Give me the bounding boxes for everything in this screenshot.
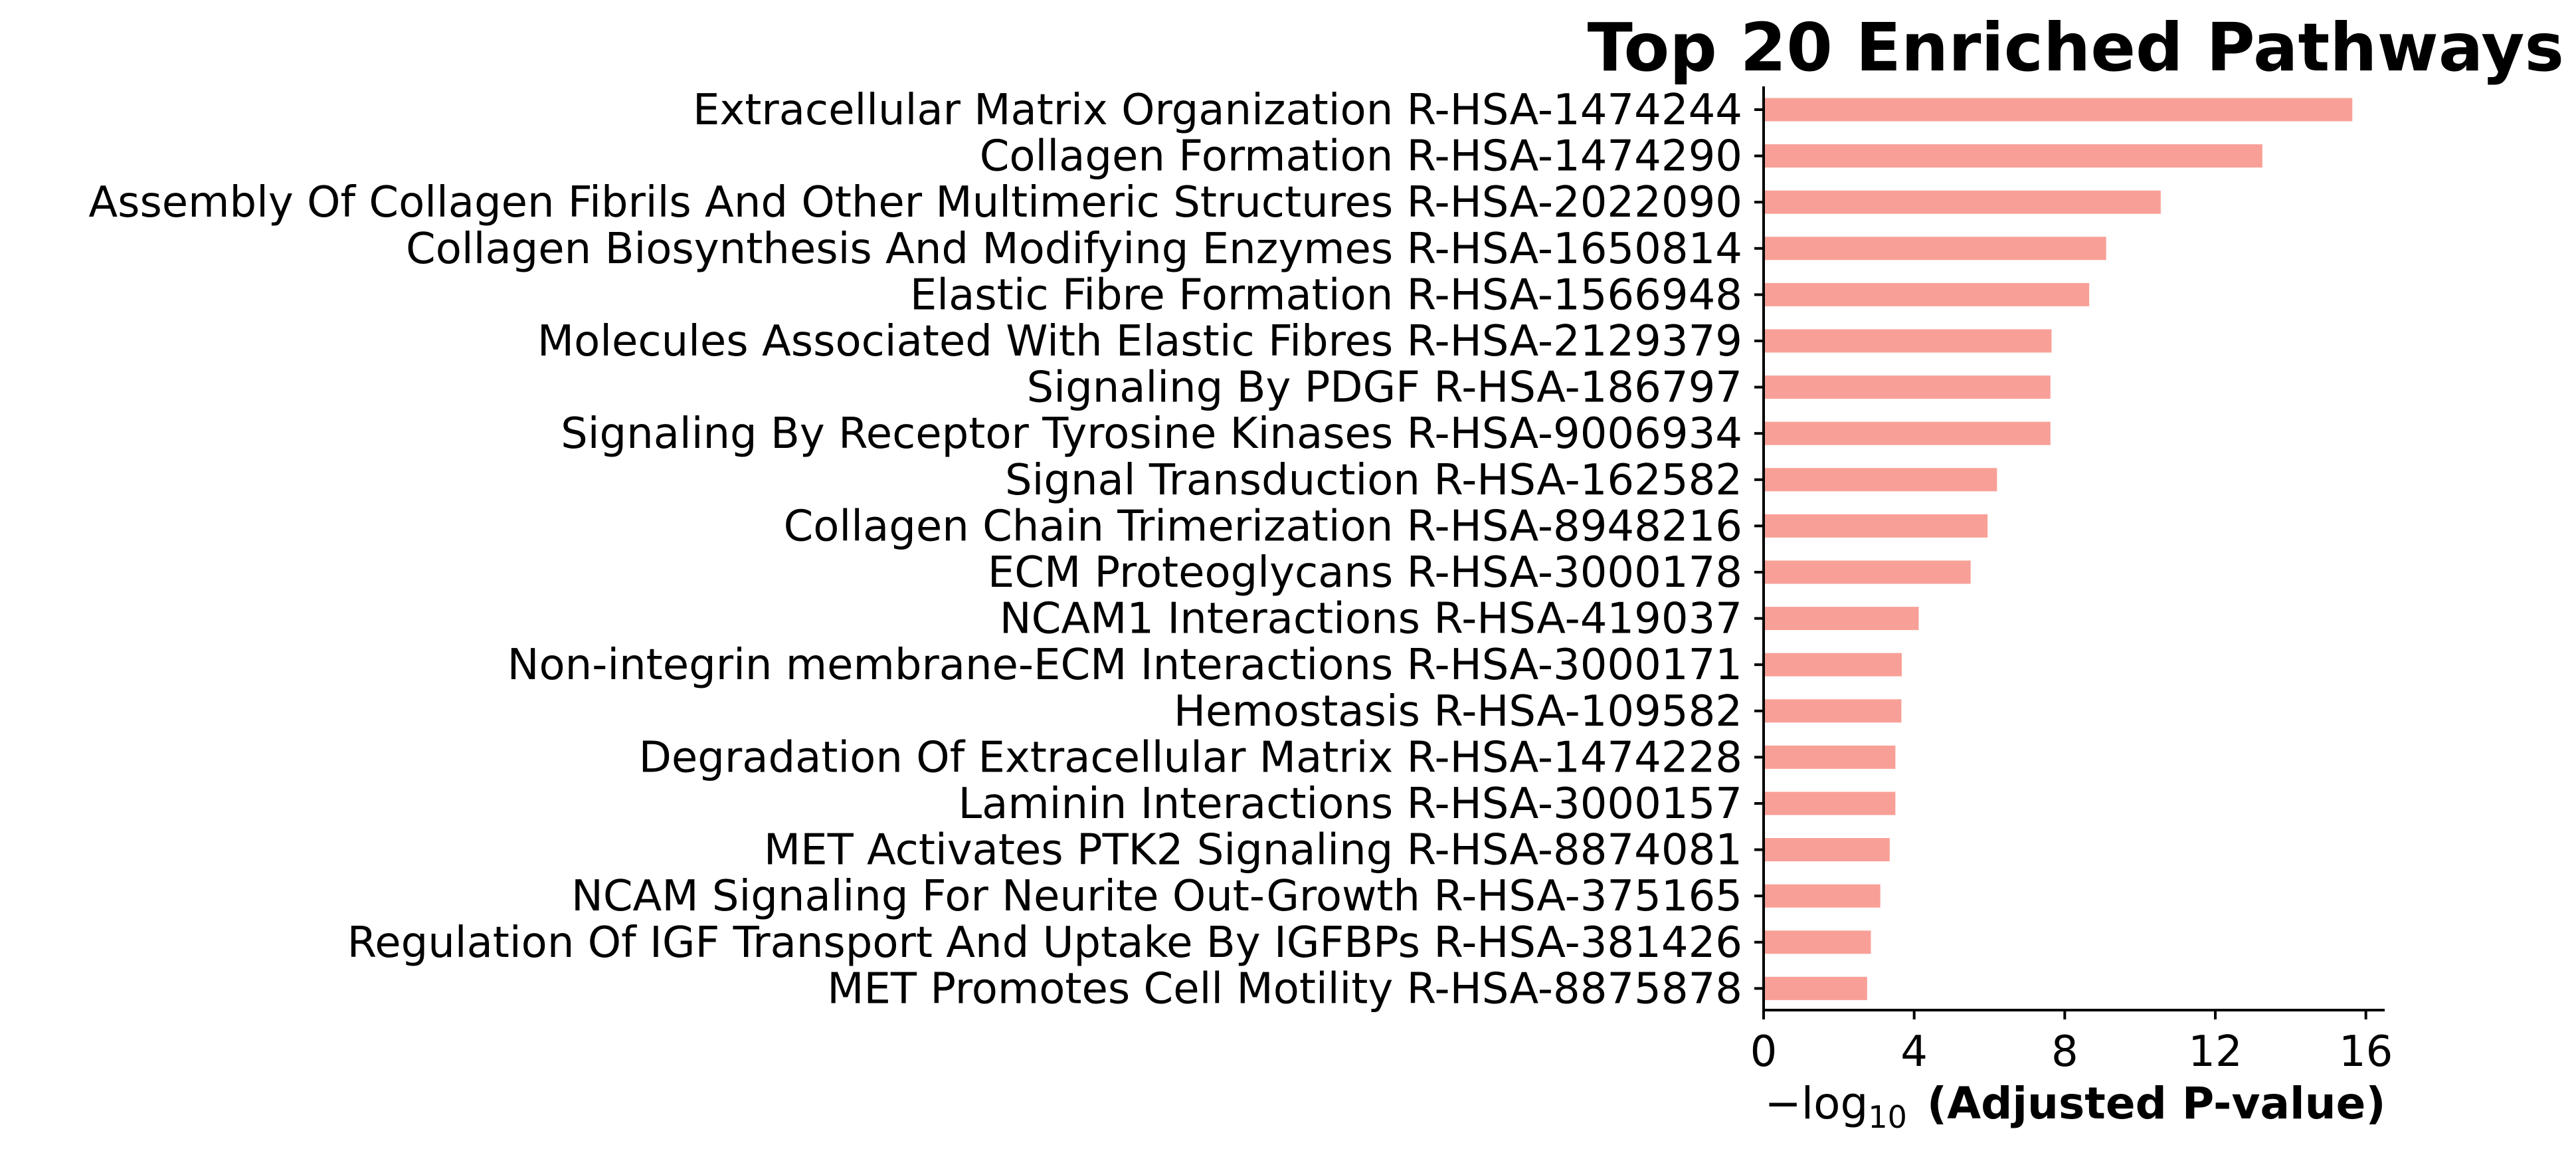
bar [1764,514,1988,538]
category-label: Elastic Fibre Formation R-HSA-1566948 [910,270,1742,320]
category-label: Degradation Of Extracellular Matrix R-HS… [639,733,1742,782]
category-labels: Extracellular Matrix Organization R-HSA-… [88,86,1764,1013]
category-label: Signaling By Receptor Tyrosine Kinases R… [561,409,1742,459]
bars-group [1764,98,2353,1000]
category-label: Regulation Of IGF Transport And Uptake B… [347,918,1742,968]
bar [1764,237,2106,261]
category-label: Collagen Chain Trimerization R-HSA-89482… [784,502,1742,551]
category-label: Collagen Formation R-HSA-1474290 [980,132,1742,181]
category-label: Signaling By PDGF R-HSA-186797 [1027,364,1742,413]
bar [1764,884,1881,908]
bar [1764,930,1871,954]
bar [1764,329,2052,353]
category-label: Signal Transduction R-HSA-162582 [1005,456,1742,505]
bar [1764,375,2051,399]
bar [1764,653,1902,677]
category-label: ECM Proteoglycans R-HSA-3000178 [988,548,1742,597]
bar [1764,98,2353,122]
bar [1764,791,1896,815]
category-label: Assembly Of Collagen Fibrils And Other M… [88,178,1742,227]
category-label: Collagen Biosynthesis And Modifying Enzy… [406,225,1742,274]
bar [1764,282,2090,306]
bar [1764,838,1890,862]
bar [1764,190,2161,214]
category-label: MET Promotes Cell Motility R-HSA-8875878 [827,964,1742,1013]
category-label: NCAM Signaling For Neurite Out-Growth R-… [571,872,1742,921]
bar [1764,699,1902,723]
x-tick-label: 4 [1900,1027,1928,1077]
bar [1764,421,2051,445]
category-label: Hemostasis R-HSA-109582 [1174,687,1742,736]
chart-title: Top 20 Enriched Pathways [1588,9,2564,86]
bar [1764,976,1867,1000]
bar [1764,607,1919,631]
bar [1764,745,1896,769]
bar [1764,560,1971,584]
category-label: MET Activates PTK2 Signaling R-HSA-88740… [764,826,1742,875]
bar [1764,468,1997,492]
x-axis-label-prefix: −log [1764,1078,1868,1129]
x-axis-label-rest: (Adjusted P-value) [1927,1078,2386,1129]
category-label: Laminin Interactions R-HSA-3000157 [958,780,1742,829]
x-tick-label: 0 [1750,1027,1778,1077]
x-axis-label: −log10 (Adjusted P-value) [1764,1078,2385,1135]
x-ticks: 0 4 8 12 16 [1750,1010,2393,1077]
bar [1764,144,2262,168]
x-tick-label: 12 [2188,1027,2242,1077]
x-tick-label: 16 [2339,1027,2393,1077]
category-label: Non-integrin membrane-ECM Interactions R… [507,641,1742,690]
x-tick-label: 8 [2051,1027,2078,1077]
category-label: Extracellular Matrix Organization R-HSA-… [693,86,1742,135]
category-label: Molecules Associated With Elastic Fibres… [537,317,1742,366]
category-label: NCAM1 Interactions R-HSA-419037 [1000,595,1742,644]
x-axis-label-subscript: 10 [1868,1099,1907,1135]
